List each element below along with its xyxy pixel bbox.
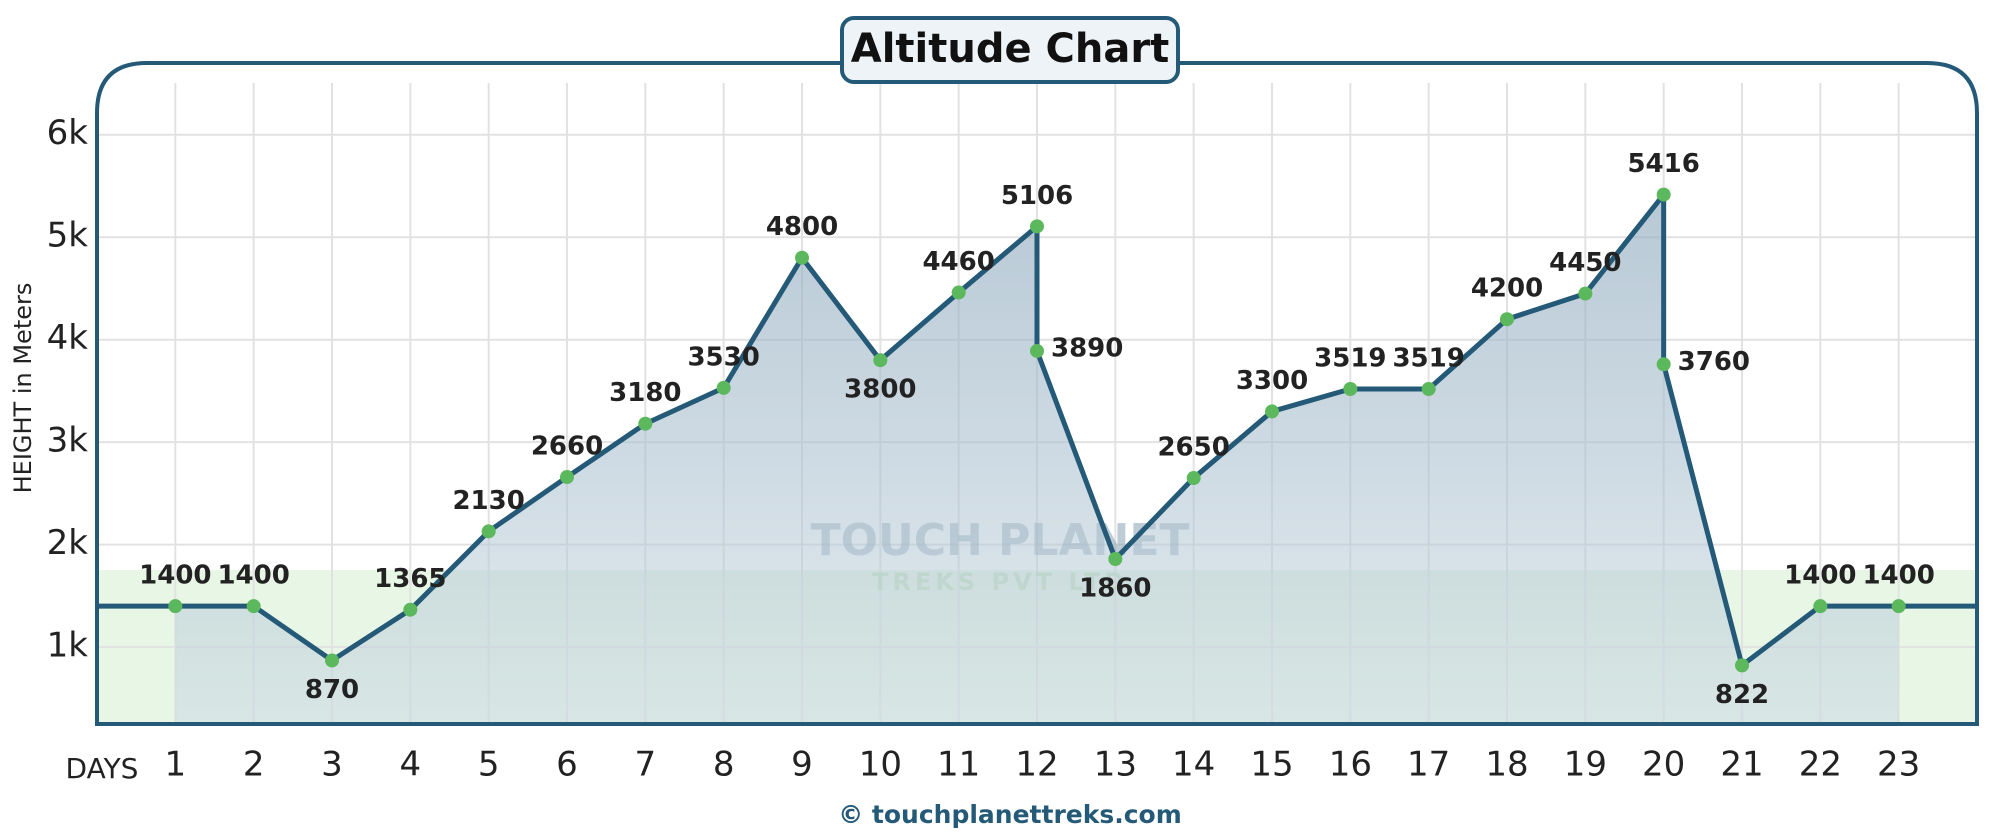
data-label: 3760 (1678, 347, 1750, 377)
data-label: 2660 (531, 432, 603, 462)
data-point (1421, 381, 1436, 396)
footer: © touchplanettreks.com (838, 800, 1182, 829)
data-label: 1860 (1079, 574, 1151, 604)
x-tick-label: 16 (1329, 745, 1372, 785)
data-label: 4200 (1471, 274, 1543, 304)
data-label: 3300 (1236, 366, 1308, 396)
y-tick-label: 6k (47, 113, 89, 153)
data-point (1108, 552, 1123, 567)
x-tick-label: 17 (1407, 745, 1450, 785)
data-label: 4450 (1549, 248, 1621, 278)
x-tick-label: 20 (1642, 745, 1685, 785)
x-tick-label: 15 (1250, 745, 1293, 785)
x-tick-label: 21 (1720, 745, 1763, 785)
data-label: 3800 (844, 375, 916, 405)
chart-title: Altitude Chart (851, 26, 1169, 72)
data-point (403, 602, 418, 617)
x-tick-label: 1 (165, 745, 187, 785)
data-point (716, 380, 731, 395)
data-label: 3180 (609, 378, 681, 408)
data-label: 4460 (922, 247, 994, 277)
x-tick-label: 4 (400, 745, 422, 785)
data-point (1656, 187, 1671, 202)
data-point (795, 250, 809, 265)
data-point (1343, 381, 1358, 396)
x-tick-label: 22 (1799, 745, 1842, 785)
data-point (1030, 219, 1044, 234)
data-label: 1400 (1784, 561, 1856, 591)
x-tick-label: 2 (243, 745, 265, 785)
data-point (638, 416, 653, 431)
x-tick-label: 13 (1094, 745, 1137, 785)
data-label: 3519 (1392, 343, 1464, 373)
data-point (1030, 343, 1044, 358)
data-label: 1365 (374, 564, 446, 594)
x-tick-label: 9 (791, 745, 813, 785)
data-point (481, 524, 496, 539)
data-point (1891, 599, 1906, 614)
y-tick-label: 4k (47, 318, 89, 358)
x-tick-label: 11 (937, 745, 980, 785)
x-axis-label: DAYS (66, 752, 139, 785)
title-box (840, 16, 1180, 84)
x-tick-label: 12 (1015, 745, 1058, 785)
data-point (873, 353, 888, 368)
data-point (1186, 471, 1201, 486)
x-tick-label: 6 (556, 745, 578, 785)
y-axis-label: HEIGHT in Meters (9, 283, 37, 494)
data-point (1500, 312, 1514, 327)
data-label: 5106 (1001, 181, 1073, 211)
y-tick-label: 3k (47, 421, 89, 461)
data-point (1735, 658, 1749, 673)
data-label: 1400 (217, 561, 289, 591)
area (175, 194, 1899, 725)
data-label: 3519 (1314, 343, 1386, 373)
data-label: 3530 (687, 342, 759, 372)
data-label: 4800 (766, 212, 838, 242)
x-tick-label: 14 (1172, 745, 1215, 785)
data-label: 1400 (1862, 561, 1934, 591)
x-tick-label: 19 (1564, 745, 1607, 785)
data-point (1656, 357, 1671, 372)
data-point (325, 653, 339, 668)
data-label: 2130 (452, 486, 524, 516)
data-point (951, 285, 966, 300)
data-point (560, 470, 574, 485)
data-label: 822 (1715, 680, 1769, 710)
y-tick-label: 1k (47, 626, 89, 666)
data-point (1265, 404, 1279, 419)
x-tick-label: 18 (1485, 745, 1528, 785)
x-tick-label: 5 (478, 745, 500, 785)
data-label: 5416 (1627, 149, 1699, 179)
x-tick-label: 8 (713, 745, 735, 785)
data-label: 3890 (1051, 333, 1123, 363)
data-point (246, 599, 261, 614)
y-tick-label: 5k (47, 216, 89, 256)
x-tick-label: 23 (1877, 745, 1920, 785)
frame (95, 61, 1979, 726)
data-point (1578, 286, 1593, 301)
data-point (1813, 599, 1828, 614)
data-label: 1400 (139, 561, 211, 591)
x-tick-label: 10 (859, 745, 902, 785)
y-tick-label: 2k (47, 523, 89, 563)
data-label: 2650 (1157, 433, 1229, 463)
x-tick-label: 7 (635, 745, 657, 785)
data-label: 870 (305, 675, 359, 705)
data-point (168, 599, 183, 614)
x-tick-label: 3 (321, 745, 343, 785)
